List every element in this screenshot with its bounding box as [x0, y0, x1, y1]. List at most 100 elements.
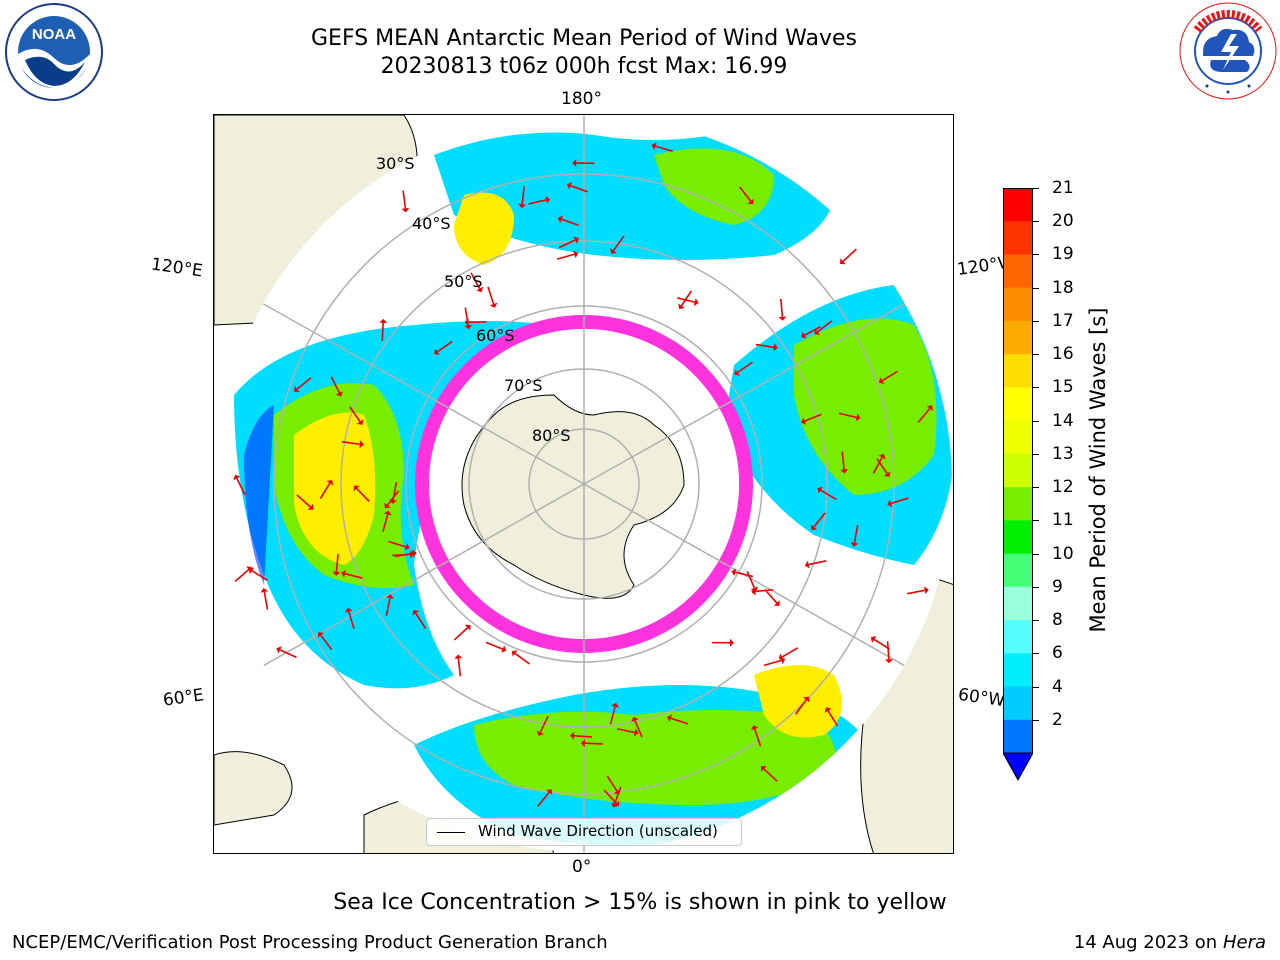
colorbar-tick-mark: [1033, 653, 1039, 655]
wave-direction-arrow: [570, 185, 588, 193]
wave-direction-arrowhead: [651, 142, 657, 151]
wave-direction-arrow: [876, 458, 888, 475]
wave-direction-arrow: [753, 728, 762, 747]
wave-direction-arrow: [521, 186, 525, 205]
wave-direction-arrowhead: [412, 610, 420, 616]
wave-direction-arrow: [382, 514, 389, 532]
wave-direction-arrowhead: [773, 600, 780, 606]
colorbar-swatch: [1003, 354, 1033, 388]
wave-direction-arrow: [906, 589, 925, 595]
colorbar-swatch: [1003, 387, 1033, 422]
wave-direction-arrow: [402, 190, 407, 209]
footer-date-text: 14 Aug 2023 on: [1073, 932, 1218, 953]
colorbar-tick-label: 13: [1052, 443, 1074, 464]
wave-direction-arrow: [804, 413, 822, 422]
colorbar-tick-label: 10: [1052, 543, 1074, 564]
wave-direction-arrow: [820, 489, 837, 501]
wave-direction-arrowhead: [294, 385, 300, 393]
wave-direction-arrowhead: [476, 286, 484, 293]
wave-direction-arrow: [457, 658, 462, 677]
wave-direction-arrow: [558, 239, 576, 249]
wave-direction-arrow: [485, 641, 503, 650]
wave-direction-arrowhead: [307, 503, 314, 510]
wave-direction-arrowhead: [878, 377, 885, 385]
wave-direction-arrow: [437, 340, 453, 353]
wind-wave-direction-arrows: [233, 142, 933, 808]
wave-direction-arrowhead: [824, 707, 832, 713]
wave-direction-arrow: [842, 248, 857, 262]
colorbar-swatch: [1003, 254, 1033, 289]
wave-direction-arrow: [320, 634, 333, 651]
wave-direction-arrowhead: [326, 479, 334, 486]
colorbar-tick-mark: [1033, 221, 1039, 223]
wave-direction-arrowhead: [678, 303, 685, 310]
wave-direction-arrowhead: [359, 440, 364, 449]
colorbar-tick-mark: [1033, 487, 1039, 489]
wave-direction-arrow: [347, 611, 355, 630]
wave-direction-arrow: [670, 717, 689, 725]
wave-direction-arrow: [341, 441, 360, 446]
wave-direction-arrowhead: [557, 215, 563, 224]
wave-direction-arrow: [356, 487, 370, 503]
wave-direction-arrowhead: [923, 586, 929, 595]
wave-direction-arrow: [514, 652, 531, 665]
wave-direction-arrowhead: [810, 524, 818, 531]
wave-direction-arrow: [853, 525, 859, 544]
lon-label-60e: 60°E: [161, 685, 206, 711]
colorbar-swatch: [1003, 586, 1033, 621]
wave-direction-arrow: [603, 789, 617, 804]
wave-direction-arrowhead: [511, 650, 518, 657]
colorbar-swatch: [1003, 553, 1033, 588]
wave-direction-arrow: [680, 290, 693, 307]
wave-direction-arrow: [781, 647, 799, 658]
page-subtitle: 20230813 t06z 000h fcst Max: 16.99: [380, 54, 788, 79]
wave-direction-arrow: [349, 406, 361, 423]
wave-direction-arrowhead: [887, 499, 893, 508]
colorbar-tick-mark: [1033, 354, 1039, 356]
wave-direction-arrow: [780, 298, 784, 317]
wave-direction-arrowhead: [356, 419, 364, 425]
wave-direction-arrowhead: [778, 653, 785, 661]
colorbar-tick-label: 6: [1052, 643, 1063, 664]
wave-direction-arrow: [394, 552, 413, 558]
wave-direction-arrow: [890, 497, 909, 505]
wave-direction-arrowhead: [404, 543, 410, 551]
lat-label-50: 50°S: [444, 272, 483, 291]
wave-direction-arrowhead: [384, 502, 391, 509]
wave-direction-arrow: [755, 343, 774, 349]
wave-direction-arrowhead: [760, 765, 767, 772]
lon-label-60w: 60°W: [956, 684, 1007, 712]
wave-direction-arrow: [330, 376, 341, 394]
colorbar: [1003, 188, 1033, 782]
wave-direction-arrow: [296, 377, 312, 390]
wave-direction-arrowhead: [341, 569, 347, 578]
wave-direction-arrowhead: [379, 318, 388, 324]
colorbar-tick-label: 21: [1052, 178, 1074, 198]
lon-label-0: 0°: [572, 857, 592, 877]
wave-direction-arrowhead: [412, 549, 417, 558]
wave-direction-arrowhead: [750, 725, 759, 731]
wave-direction-arrowhead: [401, 207, 410, 213]
wave-direction-arrowhead: [454, 654, 463, 659]
wave-direction-arrow: [279, 649, 297, 659]
wave-direction-arrowhead: [501, 645, 507, 653]
map-legend: Wind Wave Direction (unscaled): [426, 818, 742, 846]
wave-direction-arrowhead: [870, 636, 877, 643]
nws-logo: [1177, 0, 1279, 102]
lat-label-30: 30°S: [376, 154, 415, 173]
wave-direction-arrow: [470, 272, 481, 289]
lat-label-80: 80°S: [532, 426, 571, 445]
wave-direction-arrowhead: [536, 730, 544, 736]
legend-label: Wind Wave Direction (unscaled): [478, 822, 718, 840]
wave-direction-arrow: [584, 742, 603, 745]
wave-direction-arrow: [388, 540, 407, 548]
wave-direction-arrow: [737, 361, 753, 374]
wave-direction-arrowhead: [801, 417, 807, 425]
wave-direction-arrow: [827, 710, 839, 727]
wave-direction-arrowhead: [804, 560, 810, 569]
wave-direction-arrowhead: [335, 391, 343, 397]
wave-direction-arrow: [763, 768, 778, 782]
wave-direction-arrow: [539, 715, 549, 733]
wave-direction-arrow: [755, 588, 774, 593]
colorbar-tick-mark: [1033, 387, 1039, 389]
